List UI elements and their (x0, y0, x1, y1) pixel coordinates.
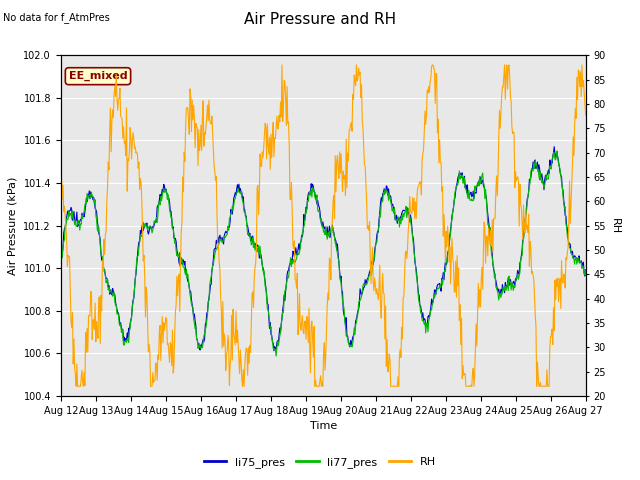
Y-axis label: Air Pressure (kPa): Air Pressure (kPa) (8, 177, 18, 275)
Y-axis label: RH: RH (610, 217, 620, 234)
Text: EE_mixed: EE_mixed (68, 71, 127, 81)
Text: No data for f_AtmPres: No data for f_AtmPres (3, 12, 110, 23)
Legend: li75_pres, li77_pres, RH: li75_pres, li77_pres, RH (200, 452, 440, 472)
Text: Air Pressure and RH: Air Pressure and RH (244, 12, 396, 27)
X-axis label: Time: Time (310, 421, 337, 431)
